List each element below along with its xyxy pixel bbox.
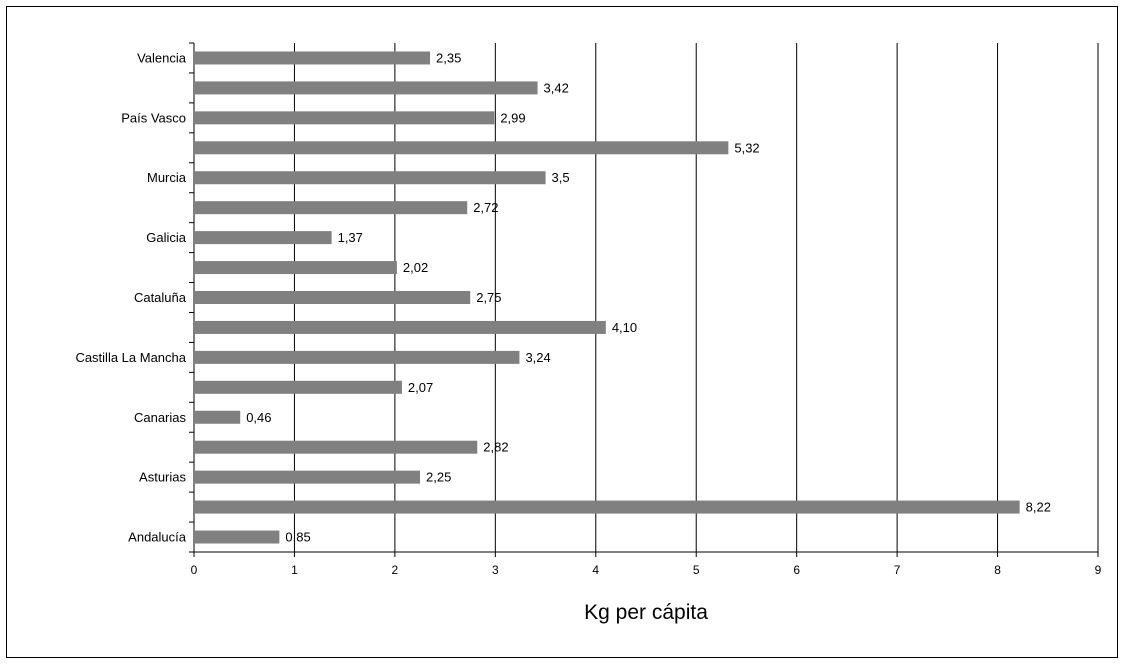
data-label: 2,07: [408, 380, 433, 395]
x-tick-label: 5: [693, 563, 700, 577]
gridlines: [293, 43, 1099, 552]
category-label: Andalucía: [128, 530, 187, 545]
bar: [195, 81, 538, 95]
data-label: 0,85: [285, 530, 310, 545]
x-tick-label: 6: [793, 563, 800, 577]
category-labels: Andalucía Asturias Canarias Castilla La Man…: [75, 50, 186, 544]
x-tick-label: 0: [191, 563, 198, 577]
data-label: 3,42: [544, 80, 569, 95]
bar: [195, 201, 468, 215]
data-label: 4,10: [612, 320, 637, 335]
data-label: 2,35: [436, 50, 461, 65]
data-label: 3,5: [552, 170, 570, 185]
x-tick-label: 4: [592, 563, 599, 577]
axes: [189, 42, 1099, 557]
category-label: Asturias: [139, 470, 186, 485]
bar: [195, 500, 1020, 514]
category-label: Galicia: [146, 230, 187, 245]
bar: [195, 291, 471, 304]
bar-chart: Andalucía Asturias Canarias Castilla La Man…: [75, 42, 1102, 624]
data-label: 2,72: [473, 200, 498, 215]
bar: [195, 111, 495, 125]
data-label: 2,75: [476, 290, 501, 305]
chart-frame: Andalucía Asturias Canarias Castilla La Man…: [6, 6, 1118, 658]
data-label: 2,25: [426, 470, 451, 485]
bar: [195, 320, 606, 334]
data-labels: 0,85 8,22 2,25 2,82 0,46 2,07 3,24 4,10 2,75 2,02…: [246, 50, 1051, 544]
data-label: 5,32: [734, 140, 759, 155]
x-axis-title: Kg per cápita: [584, 601, 708, 624]
tick-labels: 0 1 2 3 4 5 6 7 8 9: [191, 563, 1102, 577]
data-label: 8,22: [1026, 500, 1051, 515]
x-tick-label: 8: [994, 563, 1001, 577]
category-label: Murcia: [147, 170, 187, 185]
category-label: Castilla La Mancha: [75, 350, 186, 365]
bar: [195, 231, 332, 245]
category-label: Valencia: [137, 50, 187, 65]
bar: [195, 261, 397, 275]
data-label: 2,99: [500, 110, 525, 125]
category-label: País Vasco: [121, 110, 186, 125]
bar: [195, 470, 420, 484]
category-label: Cataluña: [134, 290, 187, 305]
bar: [195, 141, 729, 155]
x-tick-label: 3: [492, 563, 499, 577]
data-label: 1,37: [338, 230, 363, 245]
data-label: 2,02: [403, 260, 428, 275]
bar: [195, 171, 546, 185]
category-label: Canarias: [134, 410, 187, 425]
data-label: 3,24: [525, 350, 550, 365]
bar: [195, 380, 402, 394]
data-label: 0,46: [246, 410, 271, 425]
x-tick-label: 2: [392, 563, 399, 577]
bar: [195, 51, 431, 65]
bars: [195, 51, 1020, 544]
x-tick-label: 1: [291, 563, 298, 577]
bar: [195, 410, 241, 424]
x-tick-label: 9: [1095, 563, 1102, 577]
bar: [195, 440, 478, 454]
x-tick-label: 7: [894, 563, 901, 577]
data-label: 2,82: [483, 440, 508, 455]
bar: [195, 530, 280, 544]
bar: [195, 350, 520, 364]
